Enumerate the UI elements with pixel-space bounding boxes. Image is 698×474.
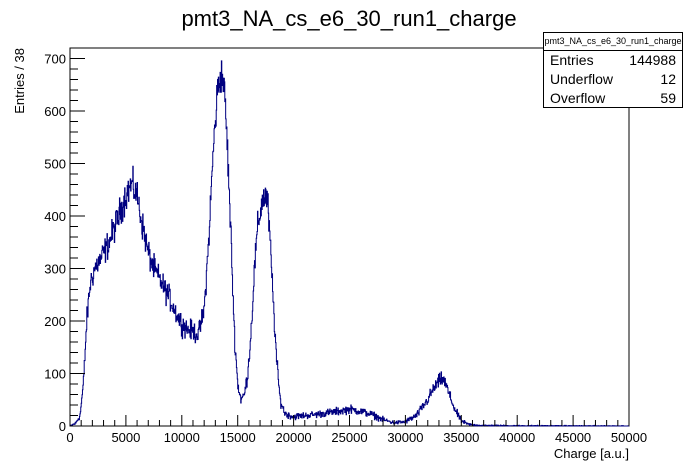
x-axis-label: Charge [a.u.] (554, 446, 629, 461)
x-tick-label: 45000 (555, 430, 591, 445)
stats-box: pmt3_NA_cs_e6_30_run1_charge Entries 144… (543, 32, 683, 108)
x-tick-label: 10000 (164, 430, 200, 445)
stats-label: Overflow (550, 90, 606, 106)
stats-row-entries: Entries 144988 (544, 51, 682, 70)
histogram-layer (69, 60, 630, 427)
x-tick-label: 0 (66, 430, 73, 445)
x-tick-label: 25000 (331, 430, 367, 445)
x-tick-label: 50000 (611, 430, 647, 445)
stats-label: Entries (550, 52, 594, 68)
chart-title: pmt3_NA_cs_e6_30_run1_charge (181, 6, 516, 31)
y-tick-label: 600 (44, 104, 66, 119)
x-tick-label: 20000 (276, 430, 312, 445)
y-axis: 0 100 200 300 400 500 600 700 (44, 52, 85, 434)
y-tick-label: 500 (44, 157, 66, 172)
stats-value: 12 (660, 71, 676, 87)
x-tick-label: 30000 (387, 430, 423, 445)
histogram-series (69, 60, 630, 427)
stats-value: 144988 (629, 52, 676, 68)
y-tick-label: 400 (44, 209, 66, 224)
y-axis-label: Entries / 38 (12, 48, 27, 114)
y-tick-label: 0 (59, 419, 66, 434)
y-tick-label: 700 (44, 52, 66, 67)
x-tick-label: 5000 (111, 430, 140, 445)
stats-row-overflow: Overflow 59 (544, 89, 682, 108)
y-tick-label: 100 (44, 367, 66, 382)
x-tick-label: 15000 (220, 430, 256, 445)
stats-box-title: pmt3_NA_cs_e6_30_run1_charge (544, 33, 682, 51)
x-tick-label: 40000 (499, 430, 535, 445)
y-tick-label: 200 (44, 314, 66, 329)
y-tick-label: 300 (44, 262, 66, 277)
stats-value: 59 (660, 90, 676, 106)
x-axis: 0 5000 10000 15000 20000 25000 30000 35000 40000… (66, 415, 647, 445)
stats-label: Underflow (550, 71, 614, 87)
stats-row-underflow: Underflow 12 (544, 70, 682, 89)
x-tick-label: 35000 (443, 430, 479, 445)
